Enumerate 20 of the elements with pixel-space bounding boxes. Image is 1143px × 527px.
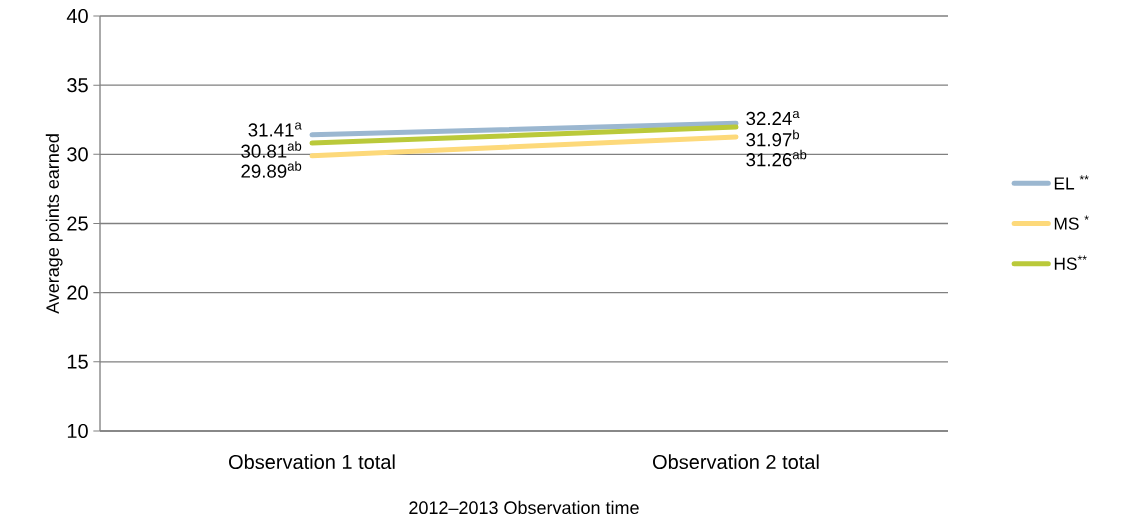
y-tick-label: 25 bbox=[67, 216, 88, 231]
y-tick-label: 40 bbox=[66, 8, 88, 24]
data-label: 31.41$^{a}$ bbox=[248, 122, 302, 137]
data-label: 31.97$^{b}$ bbox=[746, 129, 800, 147]
x-tick-label: Observation 1 total bbox=[229, 454, 395, 470]
y-tick-label: 10 bbox=[67, 423, 88, 439]
y-axis-title: Average points earned bbox=[45, 134, 63, 314]
legend-label: HS$^{**}$ bbox=[1054, 255, 1087, 270]
x-tick-label: Observation 2 total bbox=[653, 454, 819, 470]
x-axis-title: 2012–2013 Observation time bbox=[409, 500, 639, 515]
data-label: 32.24$^{a}$ bbox=[746, 110, 800, 126]
y-tick-label: 20 bbox=[67, 285, 88, 300]
data-label: 31.26$^{ab}$ bbox=[746, 149, 807, 167]
y-tick-label: 35 bbox=[67, 78, 88, 93]
data-label: 30.81$^{ab}$ bbox=[241, 141, 302, 158]
data-label: 29.89$^{ab}$ bbox=[241, 161, 302, 178]
y-tick-label: 30 bbox=[67, 147, 88, 162]
legend-label: MS $^{*}$ bbox=[1054, 215, 1089, 230]
y-tick-label: 15 bbox=[67, 354, 88, 369]
legend-label: EL $^{**}$ bbox=[1054, 175, 1089, 190]
